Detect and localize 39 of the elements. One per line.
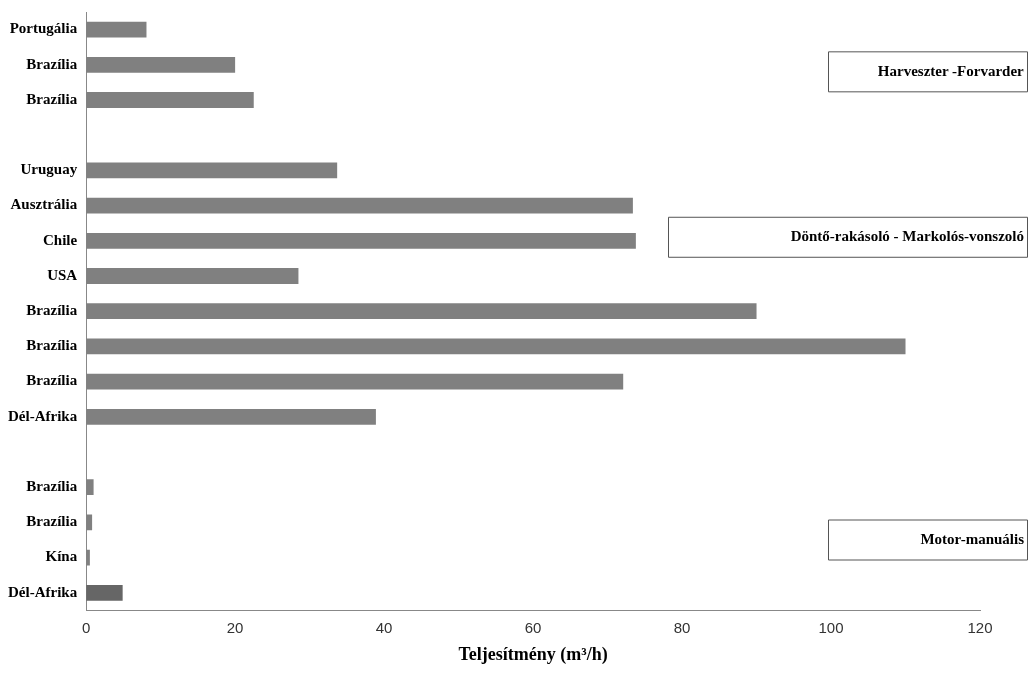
- x-tick-label: 100: [818, 618, 844, 636]
- bar: [86, 56, 236, 73]
- annotation: Harveszter -Forvarder: [877, 62, 1025, 79]
- x-tick-label: 80: [673, 618, 691, 636]
- y-tick-label: Uruguay: [20, 161, 78, 178]
- bar: [86, 232, 636, 249]
- bar: [86, 268, 299, 284]
- y-tick-label: Kína: [45, 548, 78, 565]
- bar: [86, 92, 254, 108]
- y-tick-label: Ausztrália: [10, 196, 78, 213]
- bar: [86, 373, 624, 390]
- bar: [86, 303, 757, 320]
- x-tick-label: 0: [81, 618, 91, 636]
- y-tick-label: Brazília: [26, 372, 78, 389]
- y-tick-label: Brazília: [26, 55, 78, 72]
- x-tick-label: 40: [375, 618, 393, 636]
- bar: [86, 479, 94, 496]
- y-tick-label: Brazília: [26, 337, 78, 354]
- y-tick-label: Brazília: [26, 478, 78, 495]
- y-tick-label: Portugália: [9, 20, 78, 37]
- y-tick-label: Brazília: [26, 513, 78, 530]
- bar: [86, 338, 906, 355]
- annotation: Motor-manuális: [920, 530, 1025, 547]
- x-axis-title: Teljesítmény (m³/h): [458, 643, 608, 665]
- x-tick-label: 60: [524, 618, 542, 636]
- y-tick-label: Brazília: [26, 302, 78, 319]
- x-tick-label: 120: [967, 618, 993, 636]
- y-tick-label: USA: [47, 266, 78, 283]
- bar: [86, 408, 376, 425]
- y-tick-label: Dél-Afrika: [7, 583, 78, 600]
- bar: [86, 162, 338, 179]
- y-tick-label: Brazília: [26, 90, 78, 107]
- annotation: Döntő-rakásoló - Markolós-vonszoló: [790, 228, 1024, 245]
- x-tick-label: 20: [226, 618, 244, 636]
- bar: [86, 197, 633, 214]
- y-tick-label: Chile: [42, 231, 78, 248]
- bar: [86, 21, 147, 38]
- y-tick-label: Dél-Afrika: [7, 407, 78, 424]
- bar: [86, 584, 123, 601]
